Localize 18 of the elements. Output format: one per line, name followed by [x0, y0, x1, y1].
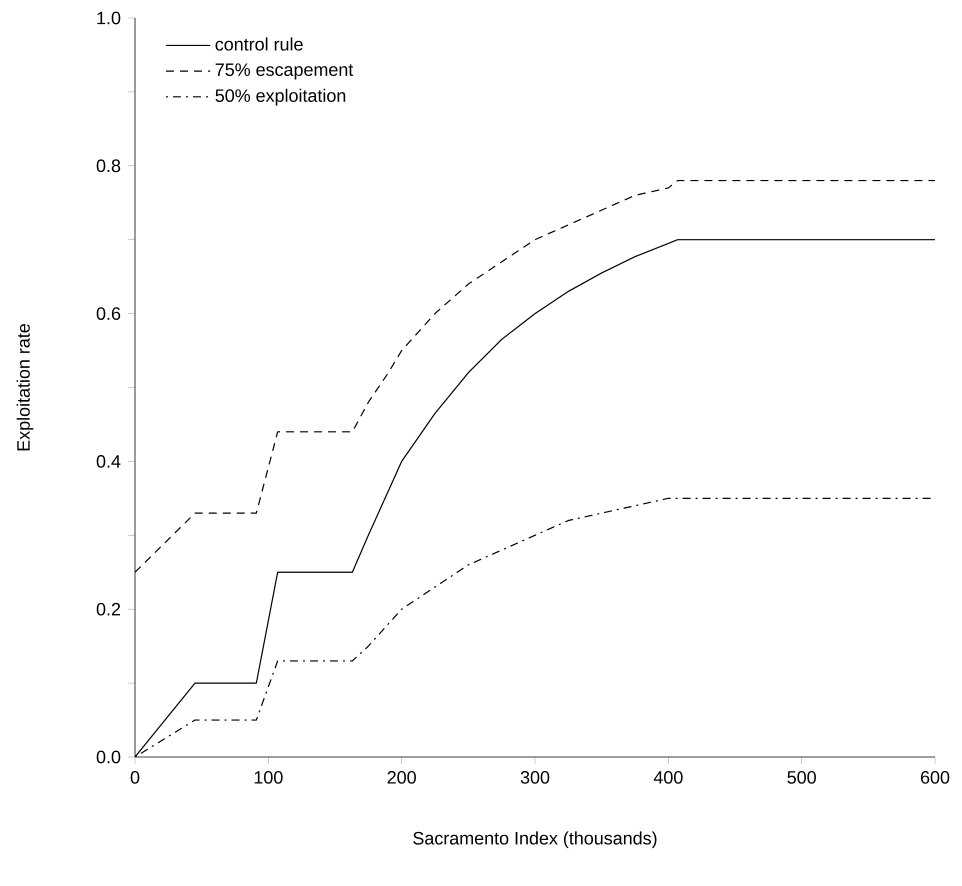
x-tick-label: 100: [254, 771, 283, 784]
x-tick-label: 600: [920, 771, 950, 784]
y-tick-label: 1.0: [97, 12, 120, 24]
x-tick-label: 0: [130, 771, 140, 784]
y-tick-label: 0.0: [96, 750, 120, 764]
y-tick-label: 0.4: [96, 455, 120, 468]
y-tick-label: 0.8: [96, 159, 120, 172]
y-tick-label: 0.6: [96, 307, 120, 320]
y-tick-label: 0.2: [96, 602, 120, 616]
x-tick-label: 200: [388, 771, 416, 784]
x-axis-title: Sacramento Index (thousands): [413, 831, 656, 848]
legend-label: control rule: [216, 37, 303, 51]
x-tick-label: 300: [520, 771, 550, 784]
legend-label: 50% exploitation: [216, 88, 346, 106]
x-tick-label: 500: [787, 771, 816, 784]
legend-label: 75% escapement: [216, 63, 354, 80]
x-tick-label: 400: [654, 771, 683, 784]
y-axis-title: Exploitation rate: [16, 324, 34, 450]
